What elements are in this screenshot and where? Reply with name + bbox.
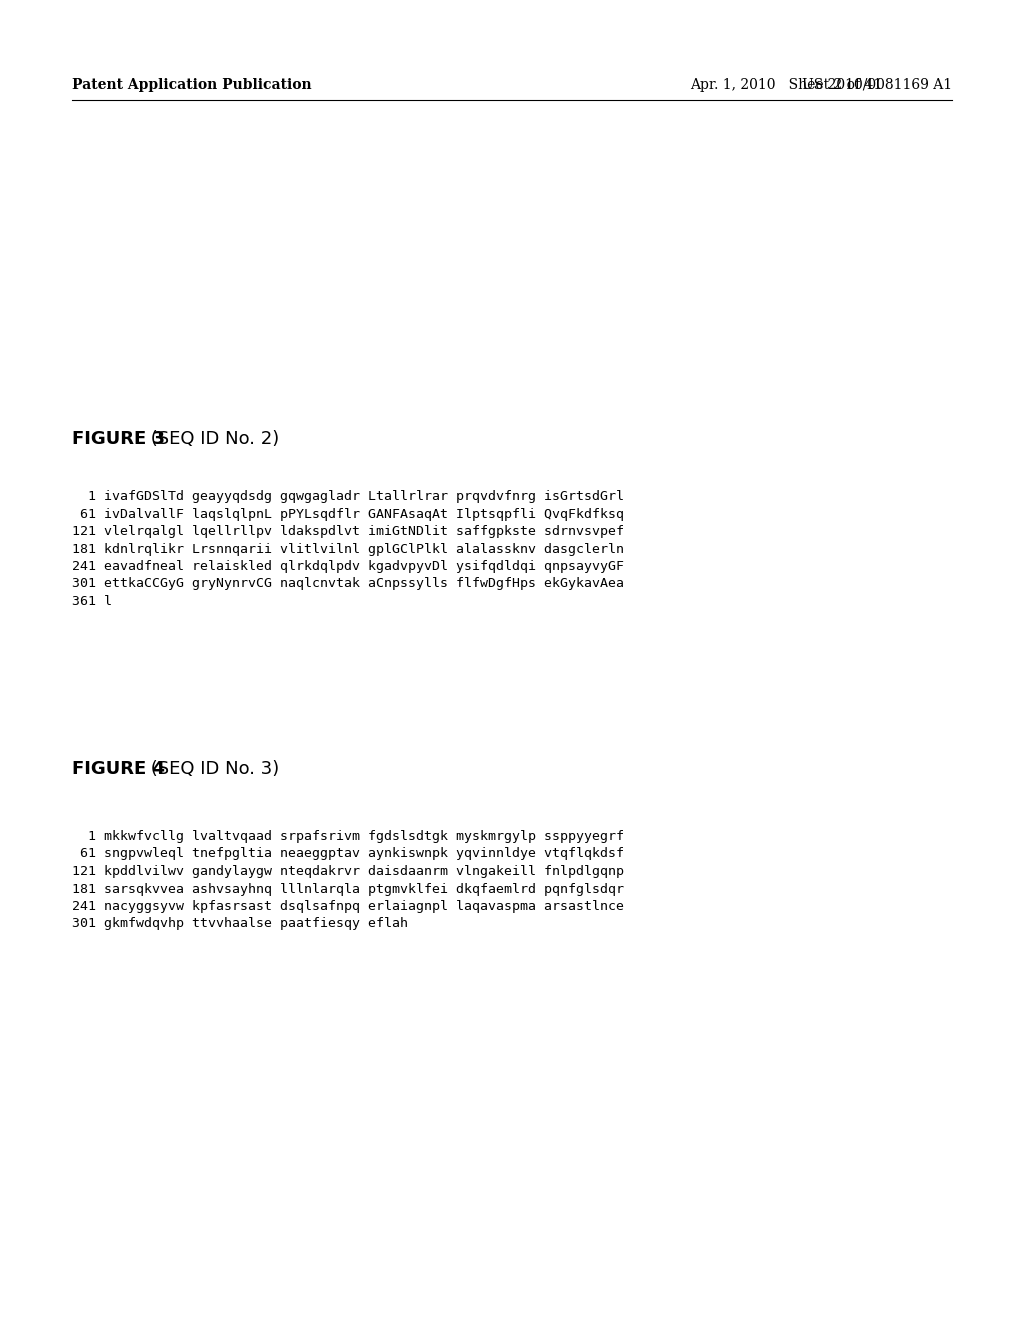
Text: Apr. 1, 2010   Sheet 2 of 41: Apr. 1, 2010 Sheet 2 of 41 bbox=[690, 78, 883, 92]
Text: 181 kdnlrqlikr Lrsnnqarii vlitlvilnl gplGClPlkl alalassknv dasgclerln: 181 kdnlrqlikr Lrsnnqarii vlitlvilnl gpl… bbox=[72, 543, 624, 556]
Text: 241 eavadfneal relaiskled qlrkdqlpdv kgadvpyvDl ysifqdldqi qnpsayvyGF: 241 eavadfneal relaiskled qlrkdqlpdv kga… bbox=[72, 560, 624, 573]
Text: US 2010/0081169 A1: US 2010/0081169 A1 bbox=[802, 78, 952, 92]
Text: 361 l: 361 l bbox=[72, 595, 112, 609]
Text: 61 ivDalvallF laqslqlpnL pPYLsqdflr GANFAsaqAt Ilptsqpfli QvqFkdfksq: 61 ivDalvallF laqslqlpnL pPYLsqdflr GANF… bbox=[72, 507, 624, 520]
Text: 1 mkkwfvcllg lvaltvqaad srpafsrivm fgdslsdtgk myskmrgylp ssppyyegrf: 1 mkkwfvcllg lvaltvqaad srpafsrivm fgdsl… bbox=[72, 830, 624, 843]
Text: 61 sngpvwleql tnefpgltia neaeggptav aynkiswnpk yqvinnldye vtqflqkdsf: 61 sngpvwleql tnefpgltia neaeggptav aynk… bbox=[72, 847, 624, 861]
Text: 181 sarsqkvvea ashvsayhnq lllnlarqla ptgmvklfei dkqfaemlrd pqnfglsdqr: 181 sarsqkvvea ashvsayhnq lllnlarqla ptg… bbox=[72, 883, 624, 895]
Text: (SEQ ID No. 2): (SEQ ID No. 2) bbox=[145, 430, 280, 447]
Text: FIGURE 3: FIGURE 3 bbox=[72, 430, 165, 447]
Text: FIGURE 4: FIGURE 4 bbox=[72, 760, 165, 777]
Text: Patent Application Publication: Patent Application Publication bbox=[72, 78, 311, 92]
Text: 301 ettkaCCGyG gryNynrvCG naqlcnvtak aCnpssylls flfwDgfHps ekGykavAea: 301 ettkaCCGyG gryNynrvCG naqlcnvtak aCn… bbox=[72, 578, 624, 590]
Text: 121 vlelrqalgl lqellrllpv ldakspdlvt imiGtNDlit saffgpkste sdrnvsvpef: 121 vlelrqalgl lqellrllpv ldakspdlvt imi… bbox=[72, 525, 624, 539]
Text: 121 kpddlvilwv gandylaygw nteqdakrvr daisdaanrm vlngakeill fnlpdlgqnp: 121 kpddlvilwv gandylaygw nteqdakrvr dai… bbox=[72, 865, 624, 878]
Text: (SEQ ID No. 3): (SEQ ID No. 3) bbox=[145, 760, 280, 777]
Text: 301 gkmfwdqvhp ttvvhaalse paatfiesqy eflah: 301 gkmfwdqvhp ttvvhaalse paatfiesqy efl… bbox=[72, 917, 408, 931]
Text: 1 ivafGDSlTd geayyqdsdg gqwgagladr Ltallrlrar prqvdvfnrg isGrtsdGrl: 1 ivafGDSlTd geayyqdsdg gqwgagladr Ltall… bbox=[72, 490, 624, 503]
Text: 241 nacyggsyvw kpfasrsast dsqlsafnpq erlaiagnpl laqavaspma arsastlnce: 241 nacyggsyvw kpfasrsast dsqlsafnpq erl… bbox=[72, 900, 624, 913]
